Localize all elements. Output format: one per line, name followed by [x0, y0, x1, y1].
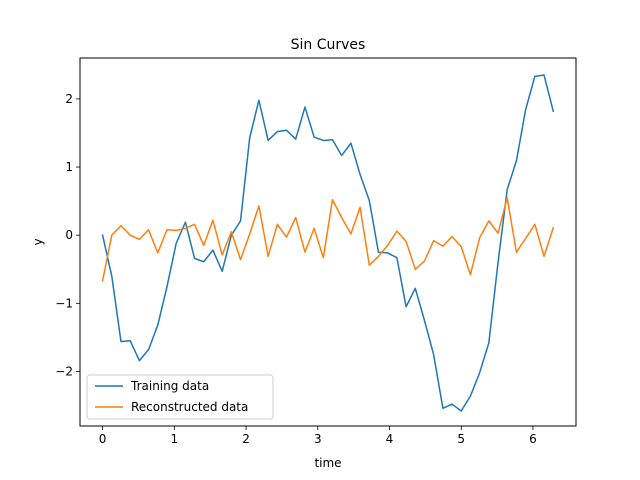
legend-box [86, 374, 274, 420]
x-tick-label: 1 [171, 432, 179, 446]
series-line-reconstructed [101, 196, 555, 282]
y-axis-label: y [31, 238, 45, 245]
plot-area [101, 74, 555, 412]
y-tick-label: −2 [55, 364, 73, 378]
x-axis: 0 1 2 3 4 5 6 [99, 426, 537, 446]
x-tick-label: 5 [457, 432, 465, 446]
legend: Training data Reconstructed data [86, 374, 274, 420]
x-tick-label: 4 [386, 432, 394, 446]
plot-frame [79, 57, 577, 427]
x-tick-label: 2 [242, 432, 250, 446]
y-axis: −2 −1 0 1 2 [55, 92, 80, 378]
legend-label-reconstructed: Reconstructed data [131, 400, 248, 414]
y-tick-label: 1 [65, 160, 73, 174]
y-tick-label: 0 [65, 228, 73, 242]
x-tick-label: 0 [99, 432, 107, 446]
y-tick-label: −1 [55, 296, 73, 310]
x-tick-label: 3 [314, 432, 322, 446]
y-tick-label: 2 [65, 92, 73, 106]
x-tick-label: 6 [529, 432, 537, 446]
series-line-training [101, 74, 555, 412]
legend-label-training: Training data [130, 379, 209, 393]
x-axis-label: time [314, 456, 341, 470]
chart-title: Sin Curves [291, 37, 366, 53]
